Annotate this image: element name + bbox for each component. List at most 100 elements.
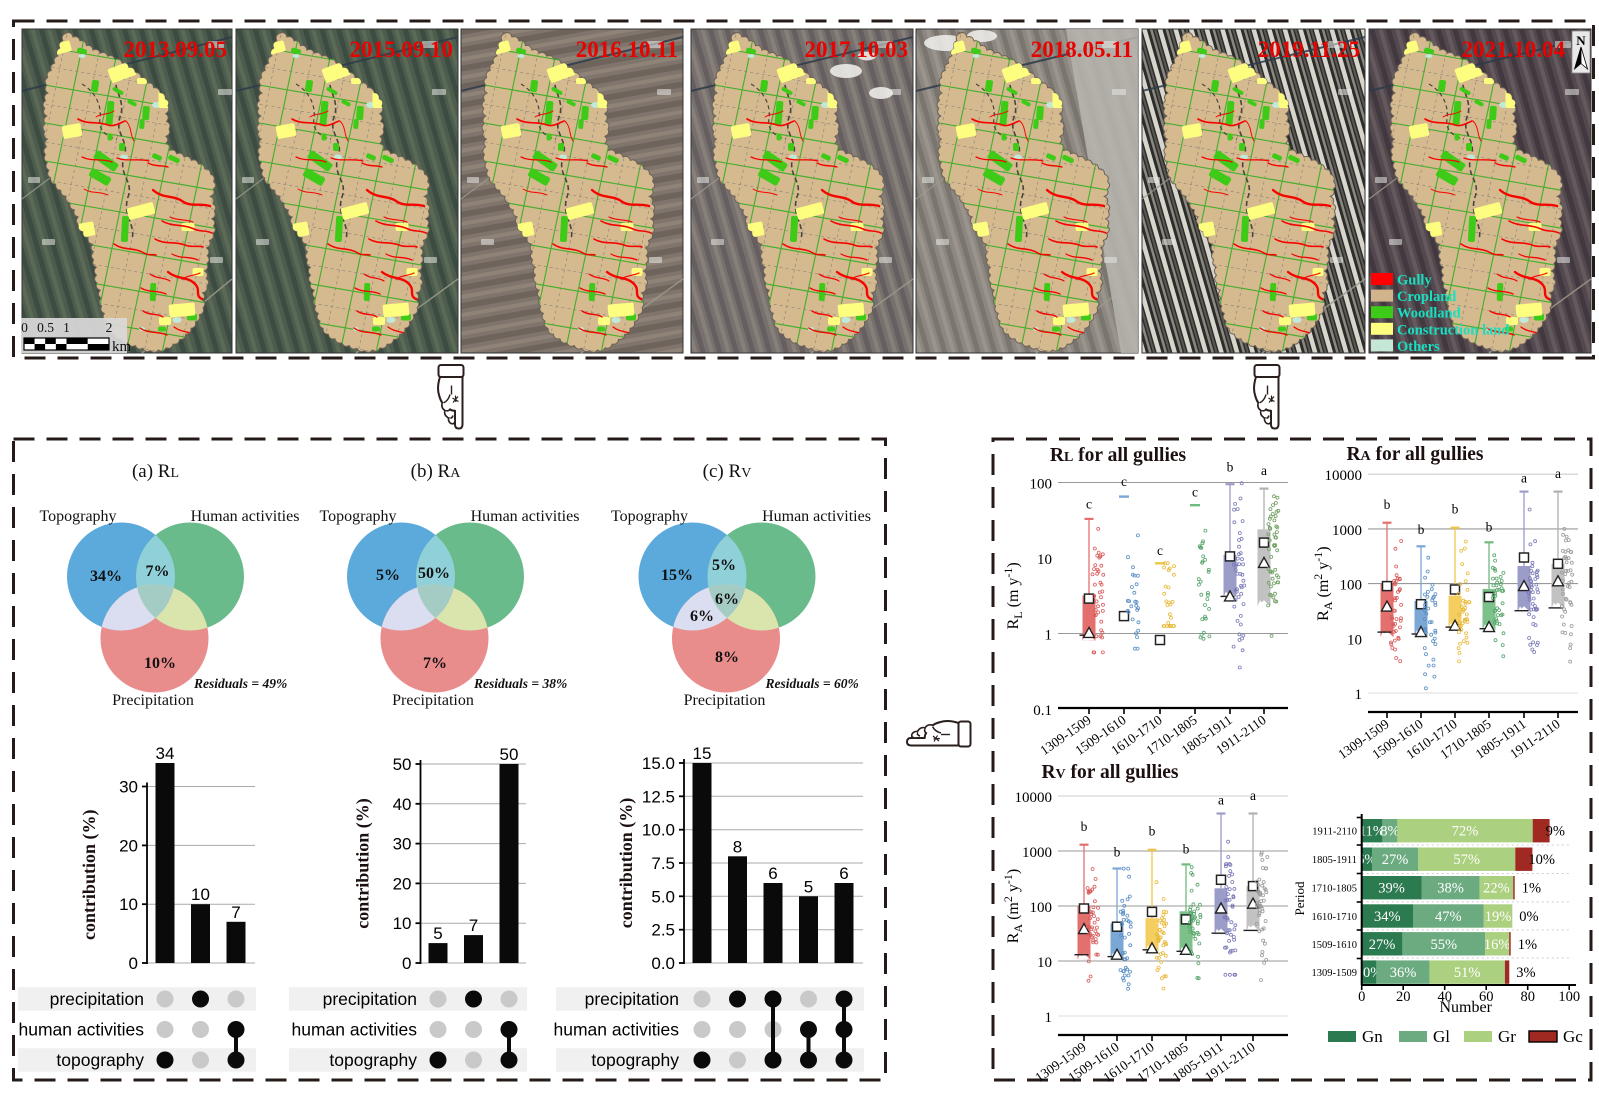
- svg-text:contribution (%): contribution (%): [79, 810, 100, 941]
- svg-text:2: 2: [106, 320, 113, 335]
- svg-text:34%: 34%: [1374, 909, 1401, 925]
- svg-text:1509-1610: 1509-1610: [1312, 940, 1358, 951]
- svg-text:Residuals = 60%: Residuals = 60%: [765, 676, 859, 691]
- svg-text:Number: Number: [1439, 999, 1492, 1016]
- svg-text:Human activities: Human activities: [191, 508, 300, 525]
- svg-text:1: 1: [63, 320, 70, 335]
- svg-text:20: 20: [1396, 989, 1411, 1005]
- svg-text:Residuals = 38%: Residuals = 38%: [473, 676, 567, 691]
- svg-text:11%: 11%: [1359, 824, 1385, 840]
- svg-text:0.0: 0.0: [651, 954, 675, 973]
- svg-text:b: b: [1452, 502, 1459, 517]
- svg-text:16%: 16%: [1484, 937, 1511, 953]
- svg-text:b: b: [1149, 824, 1156, 839]
- svg-text:c: c: [1157, 543, 1163, 558]
- svg-text:5: 5: [804, 877, 813, 896]
- svg-text:Gully: Gully: [1397, 273, 1432, 289]
- svg-text:human activities: human activities: [554, 1020, 680, 1040]
- svg-text:6: 6: [768, 864, 777, 883]
- svg-text:20: 20: [119, 836, 138, 855]
- svg-text:Topography: Topography: [611, 508, 688, 525]
- svg-text:1805-1911: 1805-1911: [1312, 855, 1357, 866]
- svg-text:5.0: 5.0: [651, 887, 675, 906]
- svg-text:10000: 10000: [1325, 468, 1363, 484]
- svg-text:0.5: 0.5: [37, 320, 54, 335]
- svg-text:10: 10: [1347, 632, 1362, 648]
- svg-text:human activities: human activities: [19, 1020, 145, 1040]
- svg-text:contribution (%): contribution (%): [616, 798, 637, 929]
- svg-text:topography: topography: [329, 1050, 417, 1070]
- svg-text:topography: topography: [56, 1050, 144, 1070]
- svg-text:b: b: [1081, 819, 1088, 834]
- svg-text:100: 100: [1340, 578, 1363, 594]
- svg-text:Woodland: Woodland: [1397, 306, 1461, 322]
- svg-text:2021.10.04: 2021.10.04: [1462, 37, 1566, 62]
- svg-text:2015.09.10: 2015.09.10: [350, 37, 454, 62]
- svg-text:7%: 7%: [146, 563, 170, 580]
- svg-text:Precipitation: Precipitation: [684, 692, 766, 709]
- svg-text:6%: 6%: [690, 608, 714, 625]
- svg-text:100: 100: [1558, 989, 1580, 1005]
- svg-text:7: 7: [231, 903, 240, 922]
- svg-text:1000: 1000: [1022, 845, 1052, 861]
- svg-text:12.5: 12.5: [642, 787, 675, 806]
- svg-text:0.1: 0.1: [1033, 703, 1052, 719]
- svg-text:(b) RA: (b) RA: [411, 461, 462, 482]
- svg-text:Gc: Gc: [1563, 1027, 1583, 1046]
- svg-text:30: 30: [119, 778, 138, 797]
- svg-text:precipitation: precipitation: [323, 989, 417, 1009]
- svg-text:22%: 22%: [1483, 881, 1510, 897]
- svg-text:b: b: [1227, 460, 1234, 475]
- svg-text:0: 0: [21, 320, 28, 335]
- svg-text:b: b: [1384, 497, 1391, 512]
- svg-text:57%: 57%: [1453, 852, 1480, 868]
- svg-text:Human activities: Human activities: [762, 508, 871, 525]
- svg-text:5%: 5%: [376, 567, 400, 584]
- svg-text:c: c: [1192, 485, 1198, 500]
- svg-text:Human activities: Human activities: [471, 508, 580, 525]
- svg-text:a: a: [1250, 788, 1256, 803]
- svg-text:60: 60: [1479, 989, 1494, 1005]
- svg-text:1710-1805: 1710-1805: [1312, 884, 1358, 895]
- svg-text:3%: 3%: [1516, 965, 1535, 981]
- svg-text:51%: 51%: [1454, 965, 1481, 981]
- svg-text:40: 40: [393, 795, 412, 814]
- svg-text:human activities: human activities: [292, 1020, 418, 1040]
- svg-text:50: 50: [393, 755, 412, 774]
- svg-text:RA (m2 y-1): RA (m2 y-1): [1001, 869, 1025, 943]
- svg-text:Topography: Topography: [319, 508, 396, 525]
- svg-text:0: 0: [129, 954, 138, 973]
- svg-text:1610-1710: 1610-1710: [1312, 912, 1358, 923]
- svg-text:36%: 36%: [1390, 965, 1417, 981]
- svg-text:5: 5: [433, 924, 442, 943]
- svg-text:km: km: [112, 339, 132, 355]
- svg-text:10: 10: [191, 885, 210, 904]
- svg-text:precipitation: precipitation: [50, 989, 144, 1009]
- svg-text:1: 1: [1355, 687, 1363, 703]
- svg-text:Gl: Gl: [1433, 1027, 1450, 1046]
- svg-text:10: 10: [1037, 955, 1052, 971]
- svg-text:Construction land: Construction land: [1397, 322, 1509, 338]
- svg-text:RL for all gullies: RL for all gullies: [1050, 445, 1187, 466]
- svg-text:Gn: Gn: [1362, 1027, 1383, 1046]
- svg-text:10000: 10000: [1015, 790, 1053, 806]
- svg-text:1: 1: [1045, 1010, 1053, 1026]
- svg-text:contribution (%): contribution (%): [353, 798, 374, 929]
- svg-text:7%: 7%: [423, 655, 447, 672]
- svg-text:a: a: [1521, 471, 1527, 486]
- svg-text:10: 10: [1037, 552, 1052, 568]
- svg-text:80: 80: [1520, 989, 1535, 1005]
- svg-text:1911-2110: 1911-2110: [1312, 827, 1357, 838]
- svg-text:Period: Period: [1292, 881, 1307, 915]
- svg-text:34%: 34%: [90, 568, 122, 585]
- svg-text:72%: 72%: [1452, 824, 1479, 840]
- svg-text:40: 40: [1437, 989, 1452, 1005]
- svg-text:Cropland: Cropland: [1397, 289, 1456, 305]
- svg-text:27%: 27%: [1382, 852, 1409, 868]
- svg-text:Others: Others: [1397, 339, 1440, 355]
- svg-text:50%: 50%: [418, 565, 450, 582]
- svg-text:b: b: [1114, 844, 1121, 859]
- svg-text:10.0: 10.0: [642, 821, 675, 840]
- svg-text:(c) RV: (c) RV: [703, 461, 752, 482]
- svg-text:6%: 6%: [715, 591, 739, 608]
